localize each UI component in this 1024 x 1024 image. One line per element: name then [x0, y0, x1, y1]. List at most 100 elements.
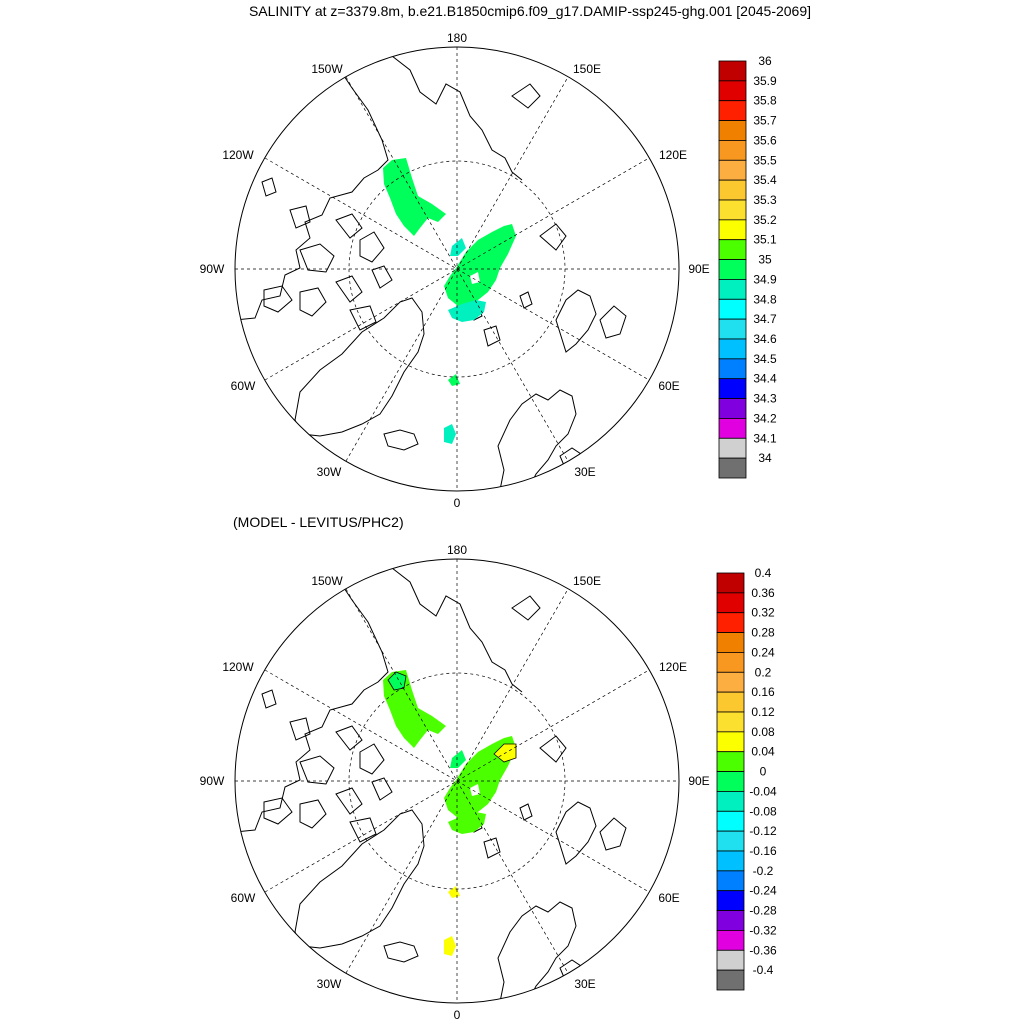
colorbar-label: 34: [758, 451, 772, 465]
colorbar-swatch: [718, 219, 747, 241]
colorbar-swatch: [718, 338, 747, 360]
colorbar-label: 0.4: [755, 566, 772, 580]
lon-label-0: 0: [454, 496, 461, 510]
difference-fields: [383, 670, 517, 956]
field-greenland-sea: [444, 424, 456, 444]
colorbar-swatch: [716, 791, 745, 812]
lon-label-90w: 90W: [200, 262, 225, 276]
lon-label-120w: 120W: [222, 148, 254, 162]
colorbar-swatch: [718, 318, 747, 340]
salinity-map-area: [235, 47, 679, 491]
map-boundary: [234, 46, 680, 492]
colorbar-label: 35.6: [753, 133, 777, 147]
colorbar-label: 0.16: [751, 685, 775, 699]
colorbar-swatch: [716, 930, 745, 951]
colorbar-swatch: [716, 731, 745, 753]
lon-label-60w: 60W: [231, 379, 256, 393]
lon-label-60e: 60E: [658, 891, 679, 905]
field-eurasian-fresh: [448, 300, 486, 322]
lon-label-90e: 90E: [688, 774, 709, 788]
colorbar-label: -0.12: [749, 824, 777, 838]
colorbar-label: 35.2: [753, 213, 777, 227]
salinity-fields: [383, 158, 516, 444]
colorbar-swatch: [716, 949, 745, 971]
colorbar-label: 34.1: [753, 431, 777, 445]
colorbar-swatch: [716, 751, 745, 772]
colorbar-label: 0.04: [751, 745, 775, 759]
colorbar-swatch: [718, 140, 747, 161]
colorbar-swatch: [718, 120, 747, 141]
colorbar-swatch: [718, 239, 747, 260]
coastlines: [235, 567, 627, 1003]
colorbar-label: 34.5: [753, 352, 777, 366]
colorbar-swatch: [716, 969, 745, 991]
colorbar-swatch: [716, 652, 745, 673]
colorbar-swatch: [718, 418, 747, 439]
colorbar-label: 35.4: [753, 173, 777, 187]
colorbar-swatch: [716, 632, 745, 653]
colorbar-label: -0.16: [749, 844, 777, 858]
colorbar-label: 0.24: [751, 645, 775, 659]
colorbar-label: -0.2: [753, 864, 774, 878]
colorbar-swatch: [716, 711, 745, 733]
colorbar-label: 35.9: [753, 74, 777, 88]
colorbar-label: 0.08: [751, 725, 775, 739]
graticule: [235, 47, 679, 491]
field-canada-basin: [383, 158, 446, 236]
colorbar-swatch: [718, 100, 747, 121]
colorbar-label: 34.7: [753, 312, 777, 326]
colorbar-label: -0.32: [749, 923, 777, 937]
colorbar-swatch: [718, 80, 747, 102]
lon-label-150w: 150W: [311, 62, 343, 76]
colorbar-swatch: [718, 437, 747, 459]
colorbar-swatch: [718, 457, 747, 479]
colorbar-swatch: [716, 810, 745, 832]
colorbar-swatch: [716, 691, 745, 713]
field-fram-strait: [448, 374, 460, 386]
salinity-colorbar: 36 35.9 35.8 35.7 35.6 35.5 35.4 35.3 35.2 35.1 35…: [718, 54, 777, 479]
colorbar-label: -0.4: [753, 963, 774, 977]
colorbar-swatch: [718, 159, 747, 181]
lon-label-60e: 60E: [658, 379, 679, 393]
field-lomonosov: [450, 750, 466, 768]
colorbar-label: 35.8: [753, 94, 777, 108]
colorbar-label: 35.7: [753, 114, 777, 128]
lon-label-150w: 150W: [311, 574, 343, 588]
lon-label-150e: 150E: [573, 62, 601, 76]
colorbar-label: 34.2: [753, 411, 777, 425]
colorbar-swatch: [716, 612, 745, 633]
lon-label-30w: 30W: [317, 465, 342, 479]
colorbar-label: 34.8: [753, 292, 777, 306]
field-canada-basin: [383, 670, 446, 748]
difference-panel-title: (MODEL - LEVITUS/PHC2): [233, 514, 404, 530]
colorbar-label: 0.32: [751, 606, 775, 620]
colorbar-label: -0.28: [749, 904, 777, 918]
colorbar-label: 34.3: [753, 392, 777, 406]
colorbar-label: -0.36: [749, 943, 777, 957]
colorbar-swatch: [716, 870, 745, 892]
difference-map-panel: 180 150W 150E 120W 120E 90W 90E 60W 60E …: [200, 543, 777, 1022]
colorbar-swatch: [718, 60, 747, 82]
colorbar-swatch: [716, 890, 745, 911]
graticule: [235, 559, 679, 1003]
difference-colorbar: 0.4 0.36 0.32 0.28 0.24 0.2 0.16 0.12 0.08 0.04 0 -…: [716, 566, 777, 991]
longitude-labels: 180 150W 150E 120W 120E 90W 90E 60W 60E …: [200, 31, 710, 510]
difference-map-area: [235, 559, 679, 1003]
colorbar-swatch: [716, 671, 745, 693]
colorbar-swatch: [718, 298, 747, 320]
field-eurasian-fresh: [448, 812, 486, 834]
lon-label-60w: 60W: [231, 891, 256, 905]
field-eurasian-basin: [444, 224, 516, 306]
colorbar-label: -0.04: [749, 784, 777, 798]
longitude-labels: 180 150W 150E 120W 120E 90W 90E 60W 60E …: [200, 543, 710, 1022]
colorbar-swatch: [716, 592, 745, 614]
salinity-map-panel: 180 150W 150E 120W 120E 90W 90E 60W 60E …: [200, 31, 777, 510]
figure-title: SALINITY at z=3379.8m, b.e21.B1850cmip6.…: [248, 3, 812, 19]
colorbar-label: 35.5: [753, 153, 777, 167]
colorbar-label: 35.3: [753, 193, 777, 207]
map-boundary: [234, 558, 680, 1004]
colorbar-swatch: [718, 398, 747, 419]
lon-label-30e: 30E: [574, 977, 595, 991]
colorbar-swatch: [718, 279, 747, 300]
